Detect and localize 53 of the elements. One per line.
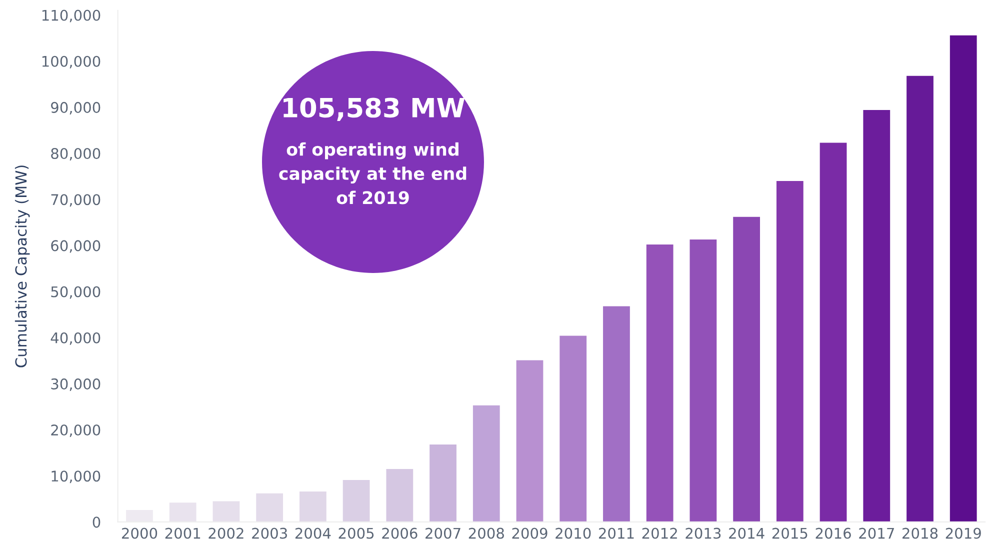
y-tick-label: 90,000 bbox=[51, 102, 100, 114]
x-tick-label: 2008 bbox=[468, 528, 504, 539]
bar bbox=[212, 501, 240, 522]
bar bbox=[733, 216, 760, 522]
y-tick-label: 10,000 bbox=[52, 470, 100, 484]
x-tick-label: 2005 bbox=[338, 528, 374, 539]
x-tick-label: 2018 bbox=[902, 528, 938, 539]
annotation: 105,583 MW bbox=[284, 98, 465, 122]
x-tick-label: 2019 bbox=[946, 528, 981, 539]
bar bbox=[776, 180, 804, 522]
bar bbox=[646, 244, 674, 522]
y-tick-label: 80,000 bbox=[51, 148, 100, 161]
bar bbox=[603, 306, 630, 522]
y-tick-label: 70,000 bbox=[51, 194, 100, 207]
x-tick-label: 2017 bbox=[859, 528, 894, 539]
y-tick-label: 100,000 bbox=[42, 56, 100, 68]
x-tick-label: 2004 bbox=[295, 528, 331, 539]
bar bbox=[386, 468, 414, 522]
y-axis-title: Cumulative Capacity (MW) bbox=[14, 166, 30, 368]
x-tick-label: 2016 bbox=[816, 528, 851, 539]
x-tick-label: 2003 bbox=[252, 528, 287, 539]
bar bbox=[430, 444, 456, 522]
x-tick-label: 2015 bbox=[772, 528, 808, 539]
bar bbox=[299, 492, 326, 522]
x-tick-label: 2013 bbox=[686, 528, 721, 539]
y-tick-label: 0 bbox=[92, 516, 100, 528]
x-tick-label: 2006 bbox=[382, 528, 418, 539]
bar bbox=[342, 480, 370, 522]
bar bbox=[950, 35, 977, 522]
y-tick-label: 60,000 bbox=[51, 240, 100, 253]
bar bbox=[472, 405, 500, 522]
bar bbox=[516, 360, 544, 522]
x-tick-label: 2000 bbox=[122, 528, 158, 539]
x-tick-label: 2012 bbox=[642, 528, 677, 539]
y-tick-label: 20,000 bbox=[51, 424, 100, 438]
bar bbox=[906, 76, 934, 522]
x-tick-label: 2002 bbox=[208, 528, 244, 539]
x-tick-label: 2011 bbox=[598, 528, 634, 539]
x-tick-label: 2009 bbox=[512, 528, 548, 539]
y-tick-label: 110,000 bbox=[42, 10, 100, 22]
bar bbox=[560, 336, 587, 522]
y-tick-label: 40,000 bbox=[50, 332, 100, 345]
y-tick-label: 50,000 bbox=[51, 286, 100, 299]
bar bbox=[863, 110, 890, 522]
y-tick-label: 30,000 bbox=[51, 378, 100, 391]
x-tick-label: 2014 bbox=[729, 528, 764, 539]
x-tick-label: 2007 bbox=[426, 528, 460, 539]
annotation: of operating wind capacity at the end of 2019 bbox=[279, 142, 466, 204]
bar bbox=[820, 142, 847, 522]
bar bbox=[690, 239, 717, 522]
x-tick-label: 2010 bbox=[556, 528, 591, 539]
x-tick-label: 2001 bbox=[165, 528, 200, 539]
bar bbox=[256, 493, 284, 522]
